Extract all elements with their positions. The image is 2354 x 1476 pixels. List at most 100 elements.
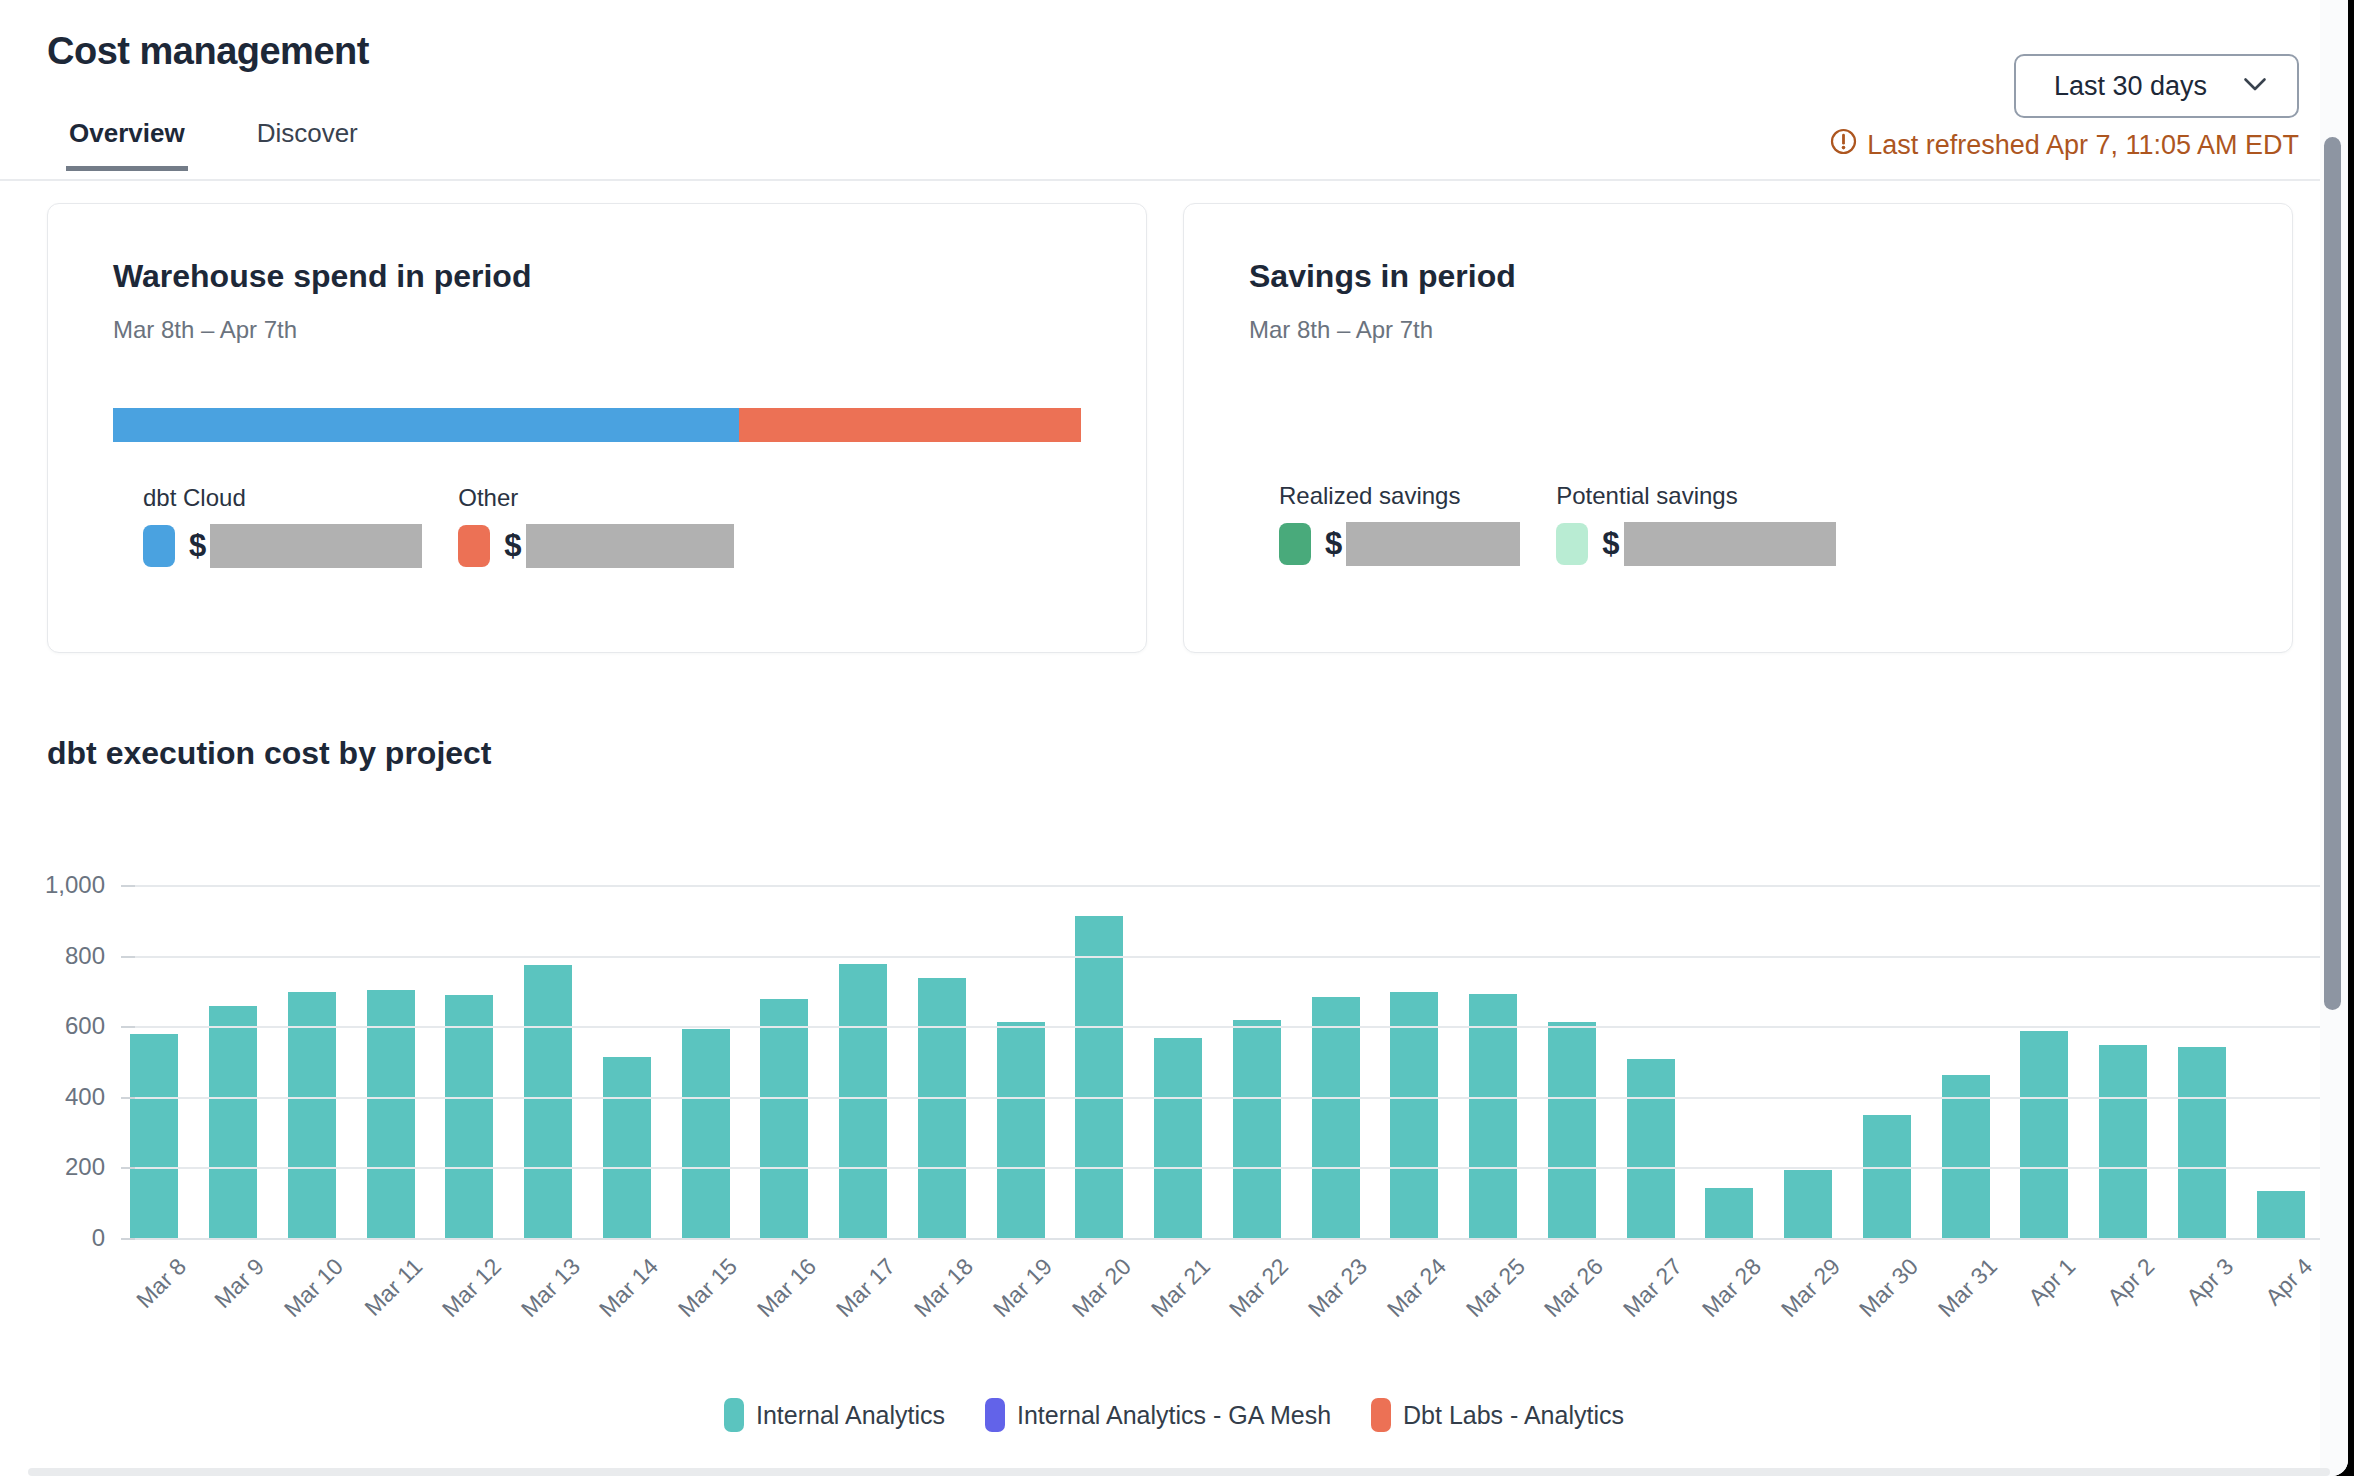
legend-swatch-icon	[985, 1398, 1005, 1432]
x-axis-label: Mar 21	[1146, 1253, 1216, 1323]
bar-cell: Apr 1	[2005, 886, 2084, 1239]
chart-bar	[760, 999, 808, 1239]
x-axis-label: Apr 3	[2181, 1253, 2239, 1311]
warehouse-spend-date-range: Mar 8th – Apr 7th	[113, 314, 1081, 346]
execution-cost-chart: 02004006008001,000 Mar 8Mar 9Mar 10Mar 1…	[0, 886, 2348, 1386]
redacted-value	[1346, 522, 1520, 566]
x-axis-label: Mar 28	[1697, 1253, 1767, 1323]
legend-group-potential-savings: Potential savings $	[1556, 482, 1835, 566]
x-axis-label: Mar 26	[1539, 1253, 1609, 1323]
warehouse-spend-legend: dbt Cloud $ Other $	[143, 484, 1081, 568]
y-axis-label: 0	[92, 1224, 105, 1252]
chart-bar	[839, 964, 887, 1239]
bar-cell: Mar 18	[903, 886, 982, 1239]
x-axis-label: Mar 15	[673, 1253, 743, 1323]
legend-label: Potential savings	[1556, 482, 1835, 510]
legend-value-row: $	[143, 524, 422, 568]
bar-cell: Apr 3	[2163, 886, 2242, 1239]
tab-discover[interactable]: Discover	[254, 112, 361, 171]
y-axis-tick	[121, 956, 135, 958]
x-axis-label: Mar 31	[1933, 1253, 2003, 1323]
x-axis-label: Mar 9	[210, 1253, 271, 1314]
chart-bar	[130, 1034, 178, 1239]
y-axis-tick	[121, 1167, 135, 1169]
other-swatch	[458, 525, 490, 567]
chart-bar	[1233, 1020, 1281, 1239]
bar-cell: Mar 24	[1375, 886, 1454, 1239]
redacted-value	[210, 524, 422, 568]
bar-cell: Mar 27	[1611, 886, 1690, 1239]
y-axis-label: 200	[65, 1153, 105, 1181]
tabs-divider	[0, 179, 2348, 181]
legend-label: Dbt Labs - Analytics	[1403, 1401, 1624, 1430]
x-axis-label: Mar 27	[1618, 1253, 1688, 1323]
x-axis-label: Mar 25	[1461, 1253, 1531, 1323]
legend-group-dbt-cloud: dbt Cloud $	[143, 484, 422, 568]
bar-cell: Mar 13	[509, 886, 588, 1239]
chart-bar	[603, 1057, 651, 1239]
x-axis-label: Mar 18	[909, 1253, 979, 1323]
vertical-scrollbar-track[interactable]	[2320, 0, 2348, 1476]
x-axis-label: Mar 10	[279, 1253, 349, 1323]
chart-bars: Mar 8Mar 9Mar 10Mar 11Mar 12Mar 13Mar 14…	[115, 886, 2320, 1239]
legend-label: Other	[458, 484, 733, 512]
y-axis-label: 600	[65, 1012, 105, 1040]
x-axis-label: Mar 30	[1854, 1253, 1924, 1323]
savings-card: Savings in period Mar 8th – Apr 7th Real…	[1183, 203, 2293, 653]
gridline	[121, 1238, 2320, 1240]
realized-savings-swatch	[1279, 523, 1311, 565]
bar-cell: Mar 31	[1926, 886, 2005, 1239]
redacted-value	[526, 524, 734, 568]
bar-cell: Mar 28	[1690, 886, 1769, 1239]
legend-value-row: $	[1279, 522, 1520, 566]
chart-bar	[1784, 1170, 1832, 1239]
bar-cell: Mar 23	[1296, 886, 1375, 1239]
chart-legend-item: Dbt Labs - Analytics	[1371, 1398, 1624, 1432]
x-axis-label: Mar 17	[831, 1253, 901, 1323]
chart-bar	[1312, 997, 1360, 1239]
bar-cell: Mar 11	[351, 886, 430, 1239]
x-axis-label: Apr 4	[2260, 1253, 2318, 1311]
chart-bar	[918, 978, 966, 1239]
legend-label: Internal Analytics - GA Mesh	[1017, 1401, 1331, 1430]
chart-bar	[1863, 1115, 1911, 1239]
y-axis-tick	[121, 1026, 135, 1028]
chart-bar	[2020, 1031, 2068, 1239]
bar-cell: Mar 26	[1533, 886, 1612, 1239]
x-axis-label: Apr 2	[2102, 1253, 2160, 1311]
chart-bar	[1154, 1038, 1202, 1239]
tab-overview[interactable]: Overview	[66, 112, 188, 171]
currency-symbol: $	[1325, 526, 1342, 562]
chart-bar	[1705, 1188, 1753, 1239]
chart-bar	[1075, 916, 1123, 1239]
x-axis-label: Mar 23	[1303, 1253, 1373, 1323]
chart-y-axis: 02004006008001,000	[0, 886, 105, 1239]
chart-bar	[682, 1029, 730, 1239]
bar-cell: Mar 25	[1454, 886, 1533, 1239]
bar-cell: Mar 9	[194, 886, 273, 1239]
x-axis-label: Mar 11	[359, 1253, 428, 1322]
legend-swatch-icon	[724, 1398, 744, 1432]
last-refreshed-status: Last refreshed Apr 7, 11:05 AM EDT	[1830, 128, 2299, 162]
x-axis-label: Mar 24	[1382, 1253, 1452, 1323]
chart-bar	[445, 995, 493, 1239]
savings-legend: Realized savings $ Potential savings $	[1279, 482, 2227, 566]
chart-section-title: dbt execution cost by project	[47, 735, 492, 772]
chart-bar	[1469, 994, 1517, 1239]
bar-cell: Mar 30	[1848, 886, 1927, 1239]
vertical-scrollbar-thumb[interactable]	[2324, 137, 2341, 1010]
bar-cell: Mar 20	[1060, 886, 1139, 1239]
date-range-dropdown[interactable]: Last 30 days	[2014, 54, 2299, 118]
cost-management-page: Cost management Last 30 days Last refres…	[0, 0, 2348, 1476]
x-axis-label: Mar 20	[1067, 1253, 1137, 1323]
y-axis-label: 800	[65, 942, 105, 970]
warehouse-spend-stacked-bar	[113, 408, 1081, 442]
horizontal-scrollbar-track[interactable]	[28, 1468, 2330, 1476]
legend-label: dbt Cloud	[143, 484, 422, 512]
chart-bar	[997, 1022, 1045, 1239]
chart-bar	[1942, 1075, 1990, 1239]
stacked-bar-segment-dbt-cloud	[113, 408, 739, 442]
x-axis-label: Mar 19	[988, 1253, 1058, 1323]
bar-cell: Mar 17	[824, 886, 903, 1239]
chart-bar	[2099, 1045, 2147, 1239]
